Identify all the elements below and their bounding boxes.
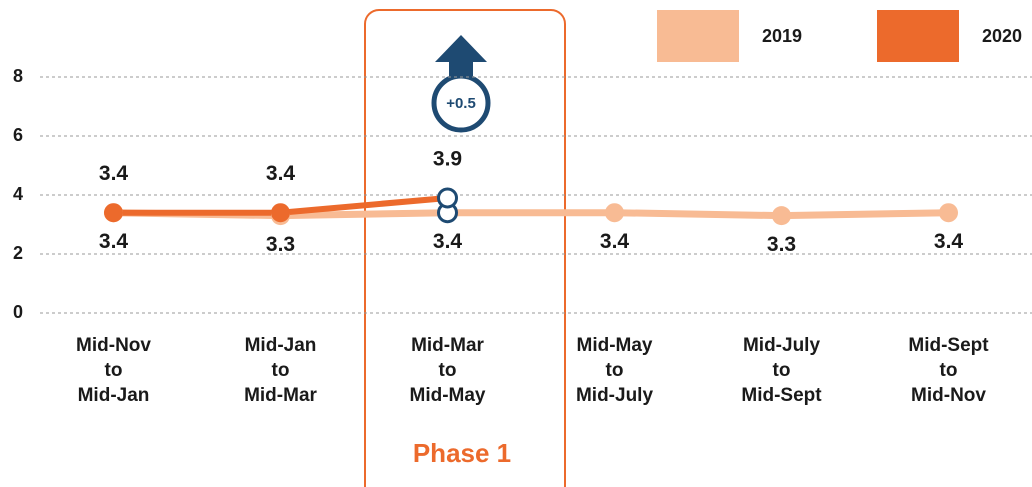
change-badge	[431, 73, 491, 133]
x-tick-label: Mid-May	[577, 335, 653, 356]
data-label: 3.4	[99, 230, 129, 253]
point	[271, 203, 290, 223]
phase-label: Phase 1	[413, 438, 511, 468]
x-tick-label: Mid-Sept	[908, 335, 989, 356]
legend-label: 2019	[762, 26, 802, 46]
x-tick-label: to	[606, 360, 624, 381]
x-tick-label: Mid-Jan	[245, 335, 317, 356]
legend-label: 2020	[982, 26, 1022, 46]
phase-box	[364, 9, 566, 487]
data-label: 3.3	[266, 233, 295, 256]
point	[437, 187, 458, 209]
x-tick-label: Mid-Nov	[911, 385, 986, 406]
x-tick-label: to	[272, 360, 290, 381]
point	[939, 203, 958, 223]
x-tick-label: Mid-May	[410, 385, 486, 406]
point	[772, 206, 791, 226]
data-label: 3.4	[266, 162, 296, 185]
data-label: 3.9	[433, 147, 462, 170]
data-label: 3.3	[767, 233, 796, 256]
x-tick-label: to	[940, 360, 958, 381]
x-tick-label: Mid-Sept	[741, 385, 822, 406]
legend-swatch	[657, 10, 739, 62]
x-tick-label: Mid-July	[576, 385, 653, 406]
data-label: 3.4	[600, 230, 630, 253]
y-tick-label: 0	[13, 302, 23, 322]
x-tick-label: to	[773, 360, 791, 381]
up-arrow	[435, 35, 487, 78]
x-tick-label: Mid-Jan	[78, 385, 150, 406]
data-label: 3.4	[433, 230, 463, 253]
x-tick-label: Mid-July	[743, 335, 820, 356]
point	[104, 203, 123, 223]
y-tick-label: 8	[13, 66, 23, 86]
x-tick-label: to	[439, 360, 457, 381]
data-label: 3.4	[934, 230, 964, 253]
data-label: 3.4	[99, 162, 129, 185]
y-tick-label: 6	[13, 125, 23, 145]
point	[605, 203, 624, 223]
x-tick-label: Mid-Mar	[411, 335, 484, 356]
x-tick-label: Mid-Nov	[76, 335, 151, 356]
x-tick-label: to	[105, 360, 123, 381]
y-tick-label: 4	[13, 184, 23, 204]
y-tick-label: 2	[13, 243, 23, 263]
change-label: +0.5	[446, 95, 476, 112]
legend-swatch	[877, 10, 959, 62]
x-tick-label: Mid-Mar	[244, 385, 317, 406]
